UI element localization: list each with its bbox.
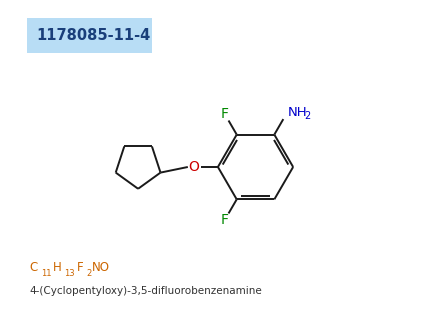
Text: 11: 11: [41, 269, 52, 278]
Text: 1178085-11-4: 1178085-11-4: [36, 28, 150, 43]
Text: H: H: [53, 261, 62, 274]
Text: F: F: [221, 213, 229, 227]
Text: F: F: [77, 261, 84, 274]
Text: 2: 2: [304, 111, 311, 121]
Text: 13: 13: [64, 269, 75, 278]
Text: F: F: [221, 107, 229, 121]
Text: O: O: [188, 160, 199, 174]
Text: NH: NH: [287, 106, 307, 118]
Text: NO: NO: [92, 261, 110, 274]
Text: 4-(Cyclopentyloxy)-3,5-difluorobenzenamine: 4-(Cyclopentyloxy)-3,5-difluorobenzenami…: [30, 286, 262, 296]
Text: C: C: [30, 261, 38, 274]
Text: 2: 2: [86, 269, 91, 278]
